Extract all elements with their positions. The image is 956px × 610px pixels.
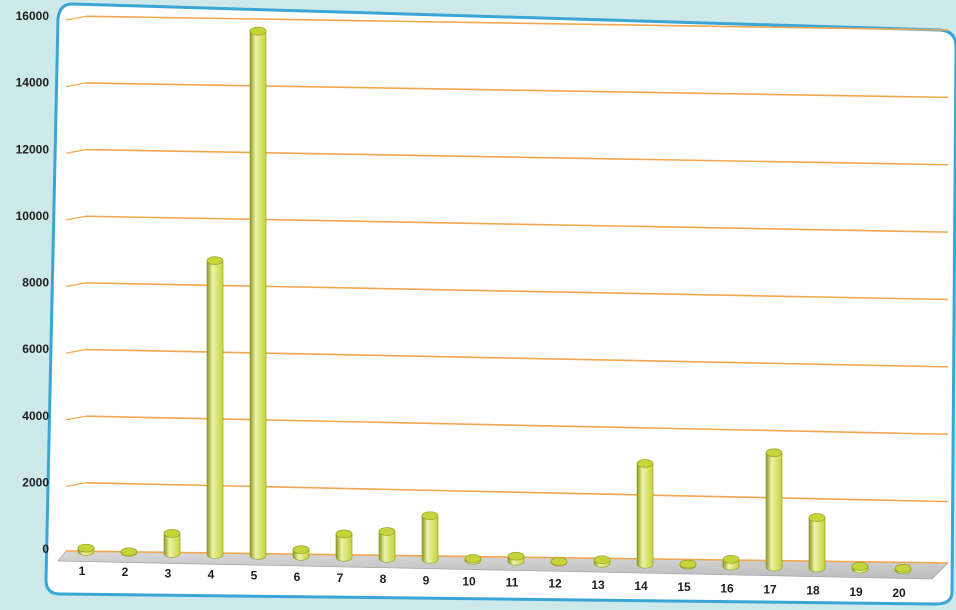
x-tick-label: 2 [122,565,129,579]
bar [378,527,396,563]
bar [421,511,439,564]
x-tick-label: 4 [208,567,215,581]
bar [851,562,869,574]
gridline-stub [65,415,87,421]
bar [77,543,95,556]
bar-top [894,563,912,573]
bar-top [120,547,138,557]
x-tick-label: 18 [806,584,820,598]
x-tick-label: 10 [462,574,476,588]
y-tick-label: 2000 [22,475,49,489]
gridline [85,215,949,233]
bar-top [464,554,482,563]
bar-top [851,562,869,571]
bar [765,448,783,572]
bar-top [421,511,439,521]
y-tick-label: 12000 [16,142,50,156]
bar-body [249,30,267,560]
bar [808,513,826,573]
x-tick-label: 3 [165,566,172,580]
bar-body [808,517,826,573]
gridline [85,482,949,503]
bar [292,545,310,561]
bar-top [249,26,267,36]
x-tick-label: 16 [720,581,734,595]
bar-top [292,545,310,554]
bar-top [507,551,525,561]
x-tick-label: 8 [380,572,387,586]
gridline-stub [65,15,87,21]
y-tick-label: 10000 [16,209,50,223]
bar [335,529,353,562]
gridline [85,148,949,166]
bar-top [593,555,611,565]
bar-top [679,559,697,569]
gridline [85,282,949,301]
bar-top [163,529,181,538]
x-tick-label: 13 [591,578,605,592]
gridline-stub [65,82,87,88]
bar-top [335,529,353,539]
bar [249,26,267,560]
bar [464,554,482,565]
bar-top [765,448,783,458]
bar-top [77,543,95,553]
bar-top [378,527,396,536]
y-tick-label: 4000 [22,409,49,423]
x-tick-label: 17 [763,583,777,597]
bar [636,459,654,569]
x-tick-label: 19 [849,585,863,599]
bar [120,547,138,557]
bar [550,557,568,567]
bar-body [421,515,439,564]
bar-body [163,533,181,558]
bar-body [765,452,783,572]
bar-body [335,533,353,562]
bar-body [636,463,654,569]
x-tick-label: 11 [506,576,519,590]
bar-top [206,256,224,265]
bar [722,555,740,571]
y-tick-label: 6000 [22,342,49,356]
plot-area [44,2,956,606]
bar-top [808,513,826,522]
bar-top [550,557,568,566]
y-tick-label: 16000 [16,9,50,23]
x-tick-label: 9 [423,573,430,587]
bar-body [378,531,396,563]
bar [206,256,224,559]
bar [163,529,181,558]
bar [679,559,697,570]
x-tick-label: 1 [79,564,86,578]
x-tick-label: 14 [634,579,648,593]
gridline [85,15,949,31]
gridline [85,82,949,99]
bar [593,555,611,568]
x-tick-label: 20 [892,586,906,600]
bar-top [722,555,740,564]
bar-body [206,260,224,559]
x-tick-label: 6 [294,570,301,584]
bar [894,563,912,575]
bar [507,551,525,566]
y-tick-label: 8000 [22,276,49,290]
gridline-stub [65,282,87,288]
x-tick-label: 5 [251,569,258,583]
bar-top [636,459,654,468]
y-tick-label: 0 [42,542,49,556]
x-tick-label: 7 [337,571,344,585]
gridline-stub [65,348,87,354]
gridline [85,415,949,436]
x-tick-label: 15 [677,580,691,594]
x-tick-label: 12 [548,577,562,591]
gridline-stub [65,215,87,221]
gridline [85,348,949,368]
gridline-stub [65,149,87,154]
gridline-stub [65,482,87,487]
y-tick-label: 14000 [16,76,50,90]
